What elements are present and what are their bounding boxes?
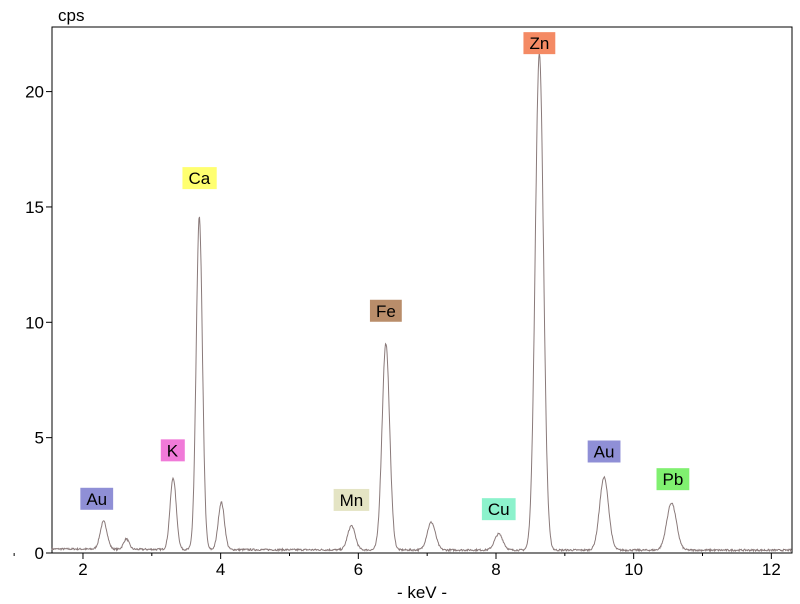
axis-ticks bbox=[13, 91, 772, 559]
peak-label-text: Fe bbox=[376, 302, 396, 321]
peak-label-box bbox=[80, 487, 114, 510]
peak-label-box bbox=[369, 299, 402, 322]
peak-label-box bbox=[160, 439, 185, 462]
y-tick-label: 10 bbox=[25, 313, 44, 332]
peak-label: Au bbox=[80, 487, 114, 510]
plot-frame bbox=[51, 26, 793, 554]
peak-label-text: Zn bbox=[529, 34, 549, 53]
x-tick-label: 6 bbox=[354, 560, 363, 579]
spectrum-line bbox=[51, 52, 793, 553]
x-axis-title: - keV - bbox=[397, 583, 447, 602]
peak-label: Mn bbox=[333, 488, 370, 511]
peak-label-text: Au bbox=[86, 490, 107, 509]
y-tick-label: 5 bbox=[35, 429, 44, 448]
x-tick-label: 10 bbox=[624, 560, 643, 579]
axis-tick-labels: 2 4 6 8 10 12 0 5 10 15 20 bbox=[25, 83, 781, 579]
peak-label-box bbox=[182, 167, 217, 190]
peak-label: K bbox=[160, 439, 185, 462]
x-tick-label: 8 bbox=[491, 560, 500, 579]
peak-label-box bbox=[656, 468, 690, 491]
peak-label-text: Ca bbox=[188, 169, 210, 188]
peak-label-text: Au bbox=[594, 442, 615, 461]
peak-label: Fe bbox=[369, 299, 402, 322]
y-tick-label: 20 bbox=[25, 83, 44, 102]
peak-label: Au bbox=[587, 440, 621, 463]
peak-label: Zn bbox=[523, 32, 556, 55]
peak-label-text: Mn bbox=[340, 491, 364, 510]
y-tick-label: 15 bbox=[25, 198, 44, 217]
peak-label: Cu bbox=[481, 498, 516, 521]
peak-label-text: K bbox=[167, 441, 179, 460]
y-tick-label: 0 bbox=[35, 544, 44, 563]
x-tick-label: 4 bbox=[216, 560, 225, 579]
y-axis-title: cps bbox=[58, 6, 84, 25]
peak-labels: Au K Ca Mn Fe Cu Zn Au Pb bbox=[80, 32, 690, 521]
peak-label-text: Cu bbox=[488, 500, 510, 519]
peak-label-box bbox=[333, 488, 370, 511]
peak-label-box bbox=[481, 498, 516, 521]
x-tick-label: 12 bbox=[762, 560, 781, 579]
peak-label-text: Pb bbox=[663, 470, 684, 489]
x-tick-label: 2 bbox=[78, 560, 87, 579]
peak-label-box bbox=[587, 440, 621, 463]
peak-label: Ca bbox=[182, 167, 217, 190]
peak-label-box bbox=[523, 32, 556, 55]
peak-label: Pb bbox=[656, 468, 690, 491]
